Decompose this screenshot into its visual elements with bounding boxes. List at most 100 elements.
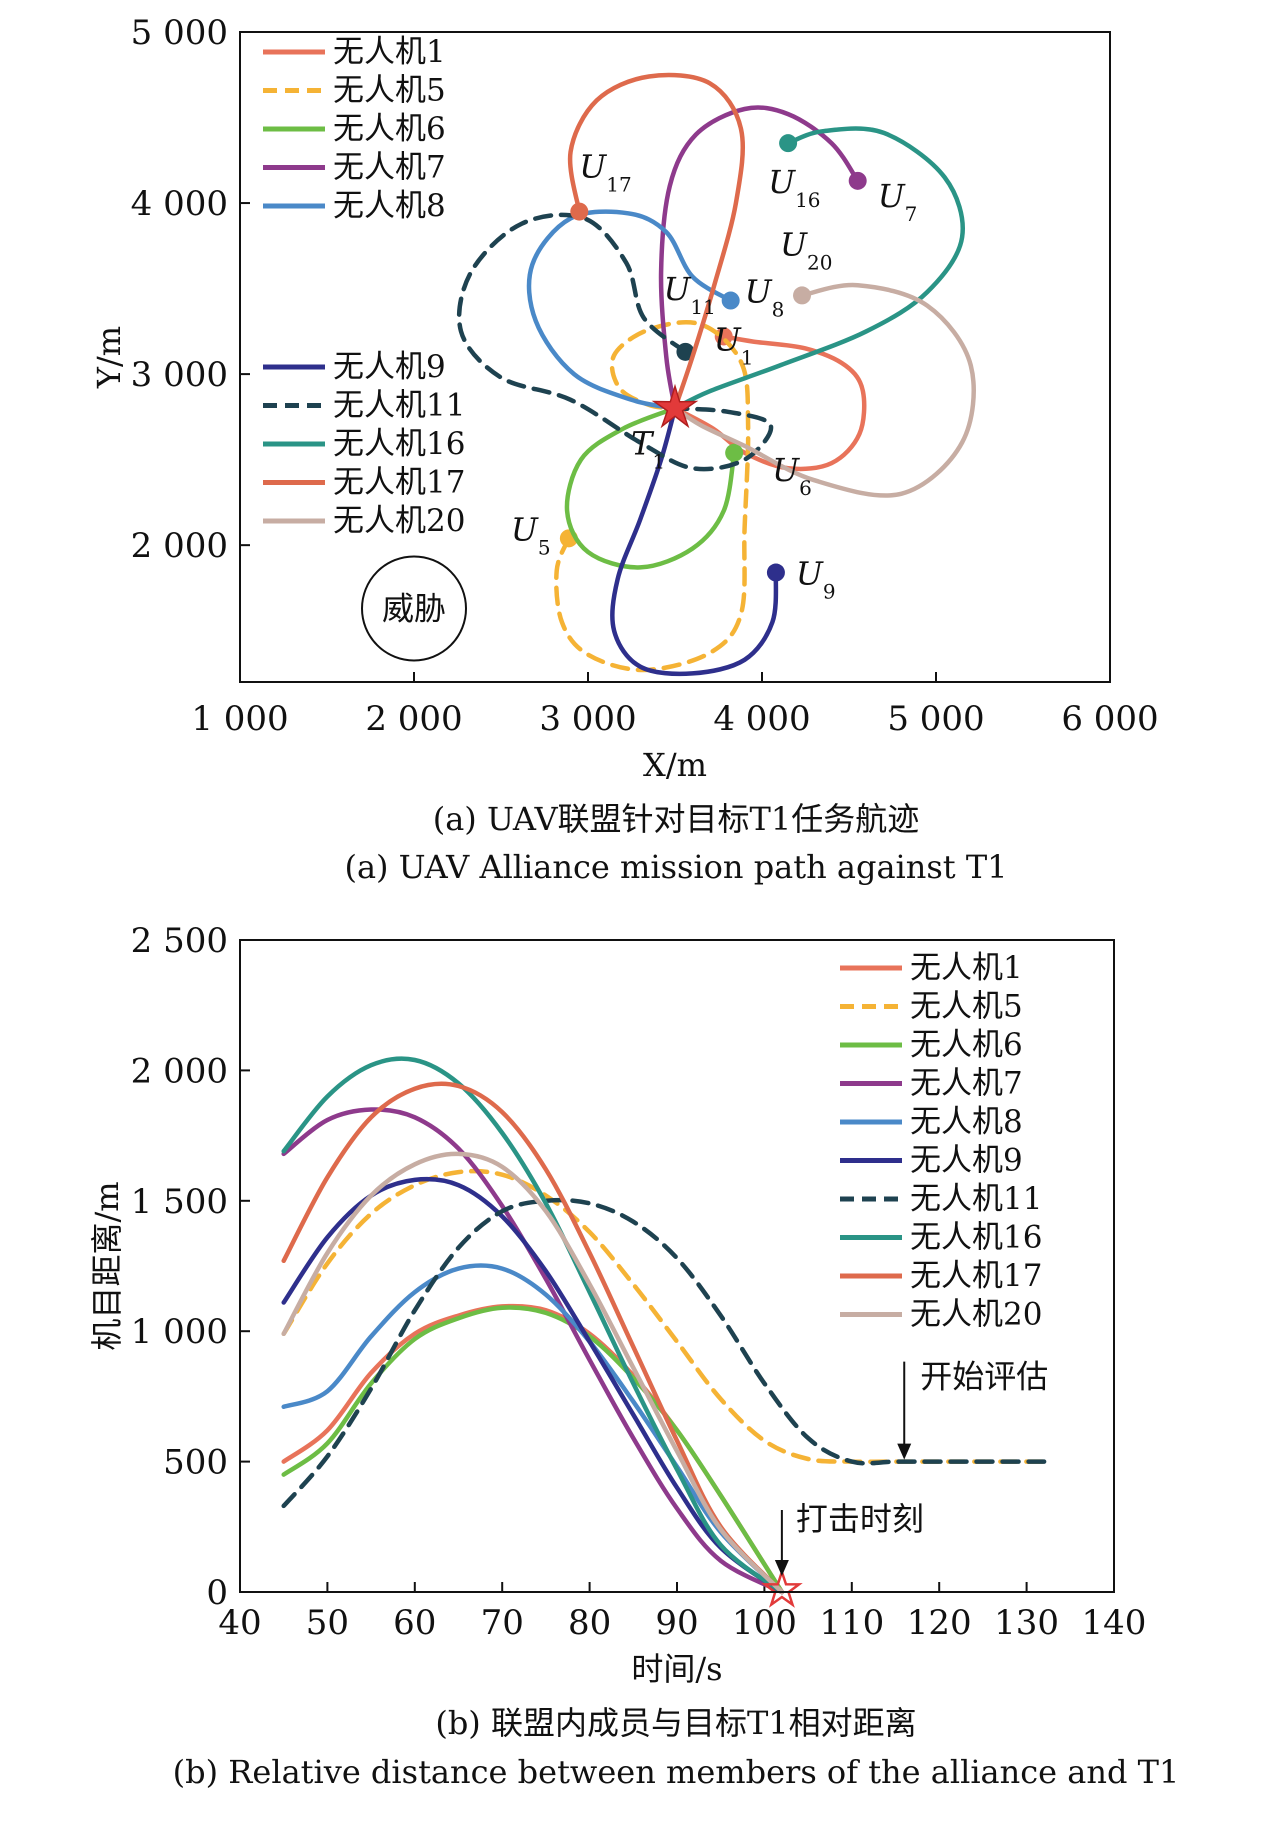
x-tick-label-b: 140 (1082, 1603, 1147, 1643)
start-label-u11: U11 (663, 270, 715, 319)
start-point-u17 (570, 202, 589, 221)
y-tick-label-a: 5 000 (131, 13, 228, 53)
legend-label-b: 无人机8 (910, 1104, 1023, 1140)
trajectory-u5 (554, 320, 751, 673)
strike-time-label: 打击时刻 (796, 1500, 924, 1538)
x-tick-label-b: 60 (393, 1603, 436, 1643)
strike-arrowhead (774, 1560, 789, 1576)
eval-start-label: 开始评估 (920, 1358, 1048, 1396)
legend-label-b: 无人机16 (910, 1220, 1042, 1256)
trajectory-u8 (526, 209, 733, 411)
start-point-u8 (721, 291, 740, 310)
legend-label-a: 无人机6 (333, 111, 446, 147)
x-tick-label-a: 3 000 (539, 699, 636, 739)
y-tick-label-a: 2 000 (131, 526, 228, 566)
distance-series-4 (281, 1263, 785, 1595)
distance-series-2 (281, 1305, 785, 1595)
y-tick-label-b: 1 500 (131, 1182, 228, 1222)
x-tick-label-a: 4 000 (713, 699, 810, 739)
target-star (651, 383, 699, 429)
start-label-u17: U17 (579, 148, 631, 197)
distance-series-9 (281, 1151, 785, 1595)
legend-b: 无人机1无人机5无人机6无人机7无人机8无人机9无人机11无人机16无人机17无… (840, 950, 1042, 1333)
trajectory-u9 (610, 406, 779, 677)
target-marker: T1 (631, 383, 699, 473)
legend-label-a: 无人机11 (333, 388, 465, 424)
caption-en-b: (b) Relative distance between members of… (173, 1753, 1180, 1791)
start-label-u20: U20 (780, 225, 832, 274)
trajectory-series: U1 U5 U6 U7 U8 U9 U11 U16 U17 U20 (456, 72, 976, 677)
y-axis-label-b: 机目距离/m (88, 1181, 126, 1350)
axis-ticks-b: 40 50 60 70 80 90 100 110 120 130 140 0 500 1 000 1 50… (131, 921, 1147, 1643)
x-tick-label-a: 5 000 (887, 699, 984, 739)
legend-label-a: 无人机1 (333, 34, 446, 70)
distance-series-7 (281, 1056, 785, 1595)
x-tick-label-a: 6 000 (1061, 699, 1158, 739)
legend-label-a: 无人机8 (333, 188, 446, 224)
y-tick-label-a: 4 000 (131, 184, 228, 224)
legend-label-b: 无人机1 (910, 950, 1023, 986)
legend-label-b: 无人机6 (910, 1027, 1023, 1063)
start-label-sub: 16 (795, 188, 820, 212)
threat-zone: 威胁 (361, 555, 467, 662)
start-label-sub: 9 (823, 580, 836, 604)
plot-frame-b (239, 939, 1115, 1593)
legend-label-a: 无人机16 (333, 426, 465, 462)
trajectory-u20 (672, 282, 976, 498)
distance-series (281, 1056, 1047, 1595)
legend-label-b: 无人机5 (910, 989, 1023, 1025)
eval-arrowhead (897, 1443, 912, 1460)
start-label-u6: U6 (772, 451, 812, 500)
y-tick-label-b: 0 (206, 1573, 228, 1613)
x-tick-label-a: 2 000 (365, 699, 462, 739)
legend-label-b: 无人机20 (910, 1297, 1042, 1333)
trajectory-u16 (672, 126, 965, 411)
start-point-u9 (766, 563, 785, 582)
start-label-sub: 11 (690, 295, 715, 319)
legend-label-b: 无人机11 (910, 1181, 1042, 1217)
start-label-sub: 7 (905, 202, 918, 226)
trajectory-u6 (564, 406, 737, 570)
start-label-sub: 5 (538, 535, 551, 559)
start-label-sub: 8 (772, 298, 785, 322)
start-label-sub: 1 (741, 345, 754, 369)
legend-label-a: 无人机9 (333, 349, 446, 385)
threat-label: 威胁 (382, 589, 446, 627)
caption-cn-b: (b) 联盟内成员与目标T1相对距离 (435, 1704, 916, 1742)
x-tick-label-b: 130 (994, 1603, 1059, 1643)
distance-series-3 (281, 1107, 785, 1595)
x-axis-label-b: 时间/s (631, 1650, 722, 1688)
y-tick-label-b: 2 000 (131, 1051, 228, 1091)
y-tick-label-b: 500 (163, 1443, 228, 1483)
start-label-u9: U9 (796, 555, 836, 604)
trajectory-u1 (672, 334, 867, 472)
distance-series-8 (281, 1081, 785, 1595)
start-point-u20 (793, 286, 812, 305)
x-tick-label-b: 50 (306, 1603, 349, 1643)
x-tick-label-b: 90 (655, 1603, 698, 1643)
trajectory-u17 (567, 72, 745, 411)
legend-label-a: 无人机7 (333, 150, 446, 186)
y-tick-label-b: 1 000 (131, 1312, 228, 1352)
start-label-sub: 6 (799, 476, 812, 500)
distance-series-6 (281, 1197, 1047, 1509)
x-tick-label-b: 40 (218, 1603, 261, 1643)
threat-circle (361, 555, 467, 662)
start-label-u8: U8 (745, 273, 785, 322)
x-tick-label-a: 1 000 (191, 699, 288, 739)
x-tick-label-b: 120 (907, 1603, 972, 1643)
start-label-sub: 17 (606, 173, 631, 197)
trajectory-u11 (456, 212, 774, 472)
x-axis-label-a: X/m (643, 746, 707, 784)
caption-cn-a: (a) UAV联盟针对目标T1任务航迹 (433, 800, 920, 838)
legend-label-a: 无人机17 (333, 465, 465, 501)
y-tick-label-b: 2 500 (131, 921, 228, 961)
x-tick-label-b: 70 (481, 1603, 524, 1643)
start-point-u7 (848, 171, 867, 190)
trajectory-chart: 1 000 2 000 3 000 4 000 5 000 6 000 2 000 3 000… (90, 13, 1159, 886)
start-point-u16 (779, 134, 798, 153)
distance-chart: 40 50 60 70 80 90 100 110 120 130 140 0 500 1 000 1 50… (88, 921, 1179, 1791)
start-label-sub: 20 (807, 250, 832, 274)
